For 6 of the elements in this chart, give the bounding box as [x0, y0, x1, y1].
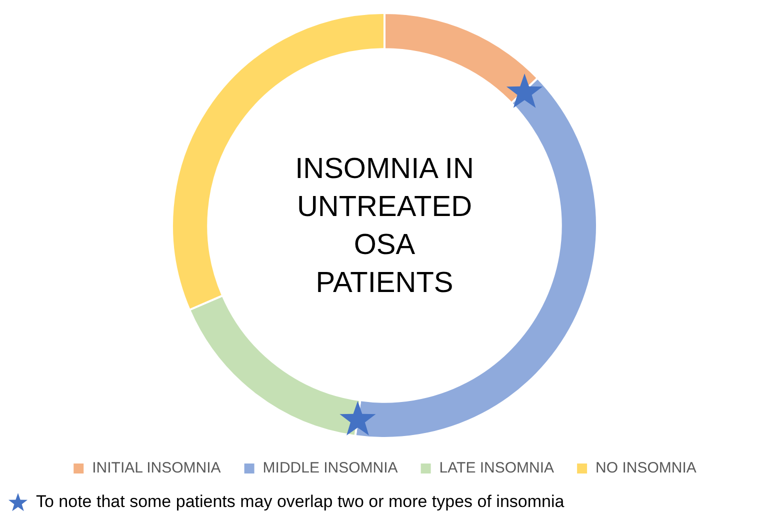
legend-label: MIDDLE INSOMNIA	[262, 460, 398, 477]
text: To note that some patients may overlap two or more types of insomnia	[36, 492, 564, 512]
legend-label: INITIAL INSOMNIA	[92, 460, 221, 477]
text: INSOMNIA IN UNTREATED OSA PATIENTS	[294, 152, 475, 300]
legend-label: LATE INSOMNIA	[439, 460, 554, 477]
legend-label: NO INSOMNIA	[596, 460, 696, 477]
